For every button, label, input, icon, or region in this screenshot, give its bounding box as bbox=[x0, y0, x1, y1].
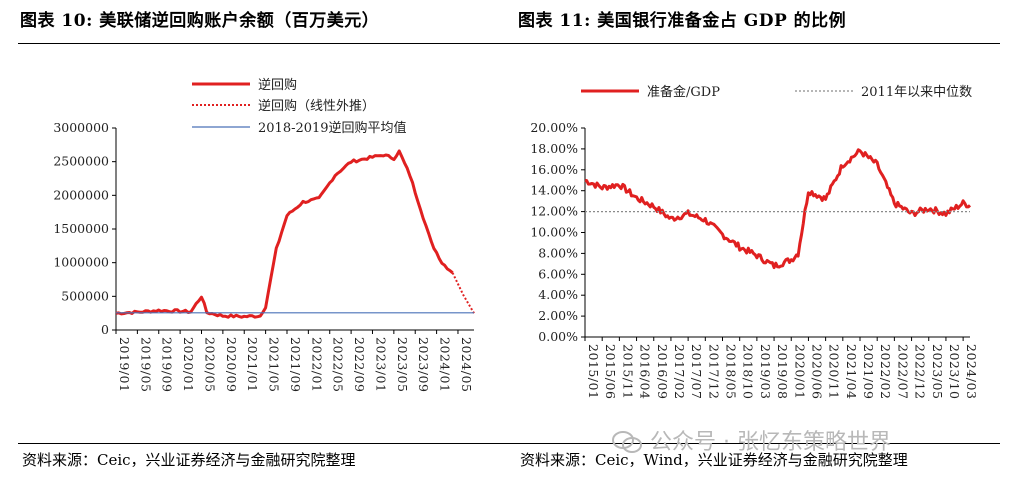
reserves-gdp-chart: 0.00% 2.00% 4.00% 6.00% 8.00% 10.00% 12.00% 14.… bbox=[530, 84, 979, 399]
x-tick-label: 2022/05 bbox=[331, 337, 346, 392]
y-tick-label: 16.00% bbox=[530, 162, 578, 177]
legend-label: 2018-2019逆回购平均值 bbox=[258, 120, 407, 136]
legend-label: 逆回购（线性外推） bbox=[258, 98, 375, 114]
x-tick-label: 2022/12 bbox=[913, 344, 928, 399]
x-tick-label: 2023/09 bbox=[416, 337, 431, 392]
legend-label: 逆回购 bbox=[258, 77, 297, 93]
left-source-note: 资料来源：Ceic，兴业证券经济与金融研究院整理 bbox=[22, 451, 356, 469]
x-tick-label: 2016/09 bbox=[655, 344, 670, 399]
y-tick-label: 2000000 bbox=[53, 187, 109, 202]
x-tick-label: 2020/01 bbox=[792, 344, 807, 399]
x-tick-label: 2021/09 bbox=[288, 337, 303, 392]
x-tick-label: 2022/09 bbox=[352, 337, 367, 392]
y-tick-label: 500000 bbox=[61, 288, 109, 303]
series-dotted-line bbox=[451, 272, 475, 314]
y-tick-label: 2500000 bbox=[53, 154, 109, 169]
legend-label: 准备金/GDP bbox=[647, 84, 720, 100]
x-tick-label: 2024/03 bbox=[964, 344, 979, 399]
right-source-note: 资料来源：Ceic，Wind，兴业证券经济与金融研究院整理 bbox=[520, 451, 908, 469]
y-tick-label: 10.00% bbox=[530, 225, 578, 240]
x-tick-label: 2019/03 bbox=[758, 344, 773, 399]
y-tick-label: 18.00% bbox=[530, 141, 578, 156]
top-rule bbox=[18, 43, 1000, 44]
x-tick-label: 2019/05 bbox=[138, 337, 153, 392]
x-tick-label: 2024/05 bbox=[459, 337, 474, 392]
y-tick-label: 0.00% bbox=[538, 329, 578, 344]
y-tick-label: 1000000 bbox=[53, 255, 109, 270]
x-tick-label: 2018/05 bbox=[724, 344, 739, 399]
repo-balance-chart: 0 500000 1000000 1500000 2000000 2500000 30000… bbox=[53, 77, 475, 392]
x-tick-label: 2016/04 bbox=[638, 344, 653, 399]
x-tick-label: 2020/06 bbox=[809, 344, 824, 399]
x-tick-label: 2019/09 bbox=[160, 337, 175, 392]
x-tick-label: 2017/12 bbox=[706, 344, 721, 399]
x-tick-label: 2017/07 bbox=[689, 344, 704, 399]
x-tick-label: 2020/11 bbox=[827, 344, 842, 399]
x-tick-label: 2015/06 bbox=[603, 344, 618, 399]
left-chart-title: 图表 10: 美联储逆回购账户余额（百万美元） bbox=[20, 11, 380, 31]
y-tick-label: 20.00% bbox=[530, 120, 578, 135]
x-tick-label: 2020/01 bbox=[181, 337, 196, 392]
x-tick-label: 2021/04 bbox=[844, 344, 859, 399]
x-tick-label: 2024/01 bbox=[438, 337, 453, 392]
y-tick-label: 3000000 bbox=[53, 120, 109, 135]
x-tick-label: 2021/05 bbox=[267, 337, 282, 392]
y-tick-label: 4.00% bbox=[538, 287, 578, 302]
x-tick-label: 2020/05 bbox=[202, 337, 217, 392]
series-line bbox=[115, 149, 454, 319]
x-tick-label: 2019/08 bbox=[775, 344, 790, 399]
y-tick-label: 8.00% bbox=[538, 245, 578, 260]
x-tick-label: 2023/10 bbox=[947, 344, 962, 399]
y-tick-label: 6.00% bbox=[538, 266, 578, 281]
wechat-icon bbox=[612, 431, 642, 453]
watermark: 公众号 · 张忆东策略世界 bbox=[612, 424, 891, 456]
x-tick-label: 2019/01 bbox=[117, 337, 132, 392]
right-chart-title: 图表 11: 美国银行准备金占 GDP 的比例 bbox=[518, 11, 847, 31]
y-tick-label: 2.00% bbox=[538, 308, 578, 323]
x-tick-label: 2021/01 bbox=[245, 337, 260, 392]
x-tick-label: 2022/02 bbox=[878, 344, 893, 399]
watermark-text: 公众号 · 张忆东策略世界 bbox=[650, 430, 891, 455]
y-tick-label: 12.00% bbox=[530, 204, 578, 219]
x-tick-label: 2017/02 bbox=[672, 344, 687, 399]
bottom-rule bbox=[18, 443, 1000, 444]
y-tick-label: 0 bbox=[101, 322, 109, 337]
x-tick-label: 2021/09 bbox=[861, 344, 876, 399]
x-tick-label: 2023/05 bbox=[395, 337, 410, 392]
y-tick-label: 14.00% bbox=[530, 183, 578, 198]
x-tick-label: 2018/10 bbox=[741, 344, 756, 399]
x-tick-label: 2015/11 bbox=[620, 344, 635, 399]
y-tick-label: 1500000 bbox=[53, 221, 109, 236]
x-tick-label: 2022/07 bbox=[895, 344, 910, 399]
x-tick-label: 2015/01 bbox=[586, 344, 601, 399]
x-tick-label: 2022/01 bbox=[309, 337, 324, 392]
legend-label: 2011年以来中位数 bbox=[861, 85, 972, 100]
x-tick-label: 2023/05 bbox=[930, 344, 945, 399]
x-tick-label: 2020/09 bbox=[224, 337, 239, 392]
x-tick-label: 2023/01 bbox=[373, 337, 388, 392]
series-line bbox=[584, 148, 972, 270]
